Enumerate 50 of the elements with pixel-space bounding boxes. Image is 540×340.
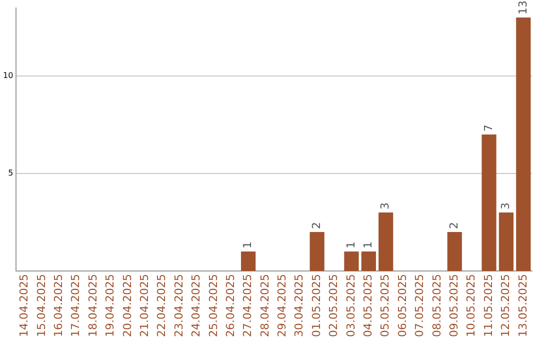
x-tick-label: 14.04.2025 <box>18 274 31 338</box>
x-tick-label: 21.04.2025 <box>138 274 151 338</box>
bar <box>344 252 359 272</box>
x-tick-label: 28.04.2025 <box>258 274 272 338</box>
x-tick-label: 24.04.2025 <box>190 274 203 338</box>
x-tick-label: 03.05.2025 <box>344 274 358 338</box>
data-label: 3 <box>378 202 392 210</box>
x-tick-label: 30.04.2025 <box>292 274 306 338</box>
x-tick-label: 09.05.2025 <box>447 274 460 338</box>
data-label: 13 <box>516 0 530 15</box>
x-tick-label: 08.05.2025 <box>430 274 444 338</box>
bar <box>447 232 462 272</box>
y-tick-label: 5 <box>8 168 14 178</box>
x-tick-label: 10.05.2025 <box>464 274 478 338</box>
x-tick-label: 02.05.2025 <box>327 274 340 338</box>
bar <box>240 252 256 272</box>
x-tick-label: 20.04.2025 <box>120 274 134 338</box>
x-tick-label: 13.05.2025 <box>516 274 530 338</box>
bar <box>310 232 324 272</box>
x-tick-label: 17.04.2025 <box>69 274 82 338</box>
bar <box>361 252 376 272</box>
data-label: 7 <box>482 124 495 132</box>
data-label: 2 <box>310 222 323 230</box>
x-tick-label: 06.05.2025 <box>396 274 409 338</box>
data-label: 1 <box>344 242 358 249</box>
x-tick-label: 25.04.2025 <box>206 274 220 338</box>
bar <box>498 212 514 272</box>
x-tick-label: 18.04.2025 <box>86 274 100 338</box>
data-label: 1 <box>241 242 254 249</box>
x-tick-label: 15.04.2025 <box>34 274 48 338</box>
x-tick-label: 23.04.2025 <box>172 274 186 338</box>
x-tick-label: 27.04.2025 <box>241 274 254 338</box>
x-tick-label: 07.05.2025 <box>413 274 426 338</box>
bar <box>516 18 531 272</box>
data-label: 2 <box>447 222 460 230</box>
x-tick-label: 04.05.2025 <box>362 274 375 338</box>
x-tick-label: 12.05.2025 <box>499 274 512 338</box>
bar <box>378 212 394 272</box>
x-tick-label: 01.05.2025 <box>310 274 323 338</box>
x-tick-label: 29.04.2025 <box>276 274 289 338</box>
bar <box>482 134 496 272</box>
x-tick-label: 19.04.2025 <box>104 274 117 338</box>
x-tick-label: 22.04.2025 <box>155 274 168 338</box>
x-tick-label: 16.04.2025 <box>52 274 66 338</box>
x-tick-label: 05.05.2025 <box>378 274 392 338</box>
x-tick-label: 11.05.2025 <box>482 274 495 338</box>
y-tick-label: 10 <box>2 71 14 80</box>
x-tick-label: 26.04.2025 <box>224 274 237 338</box>
data-label: 1 <box>362 242 375 249</box>
data-label: 3 <box>499 202 512 210</box>
